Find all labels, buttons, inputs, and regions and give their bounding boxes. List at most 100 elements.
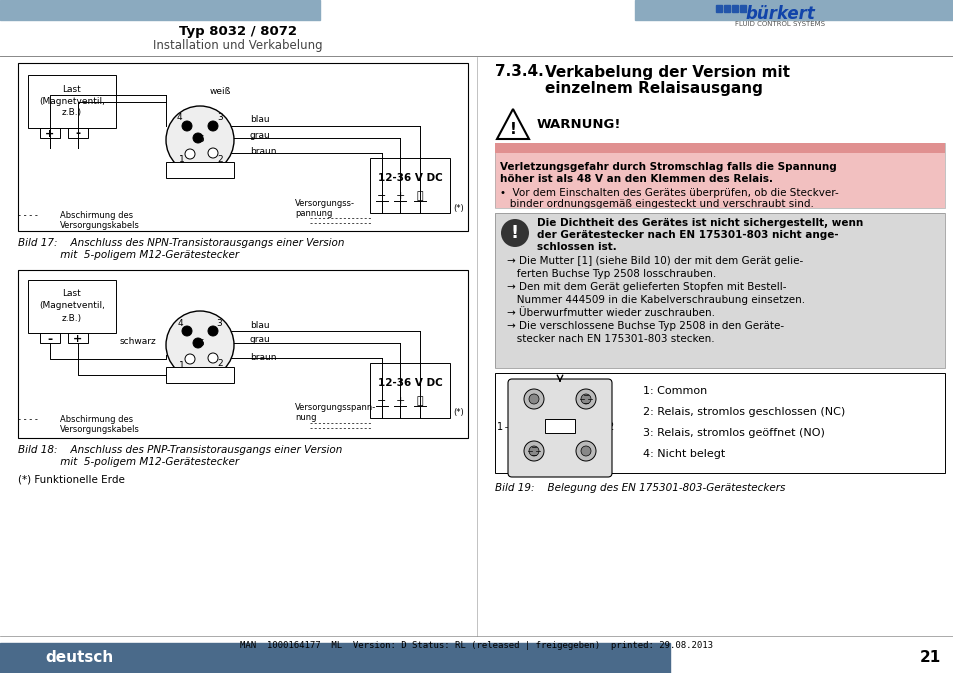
Text: bürkert: bürkert (744, 5, 814, 23)
Text: (*): (*) (453, 203, 463, 213)
Text: 1: 1 (179, 155, 185, 164)
Text: +: + (46, 129, 54, 139)
Text: - - - -: - - - - (18, 211, 38, 219)
Circle shape (166, 106, 233, 174)
Text: 21: 21 (919, 651, 940, 666)
Text: Bild 17:    Anschluss des NPN-Transistorausgangs einer Version: Bild 17: Anschluss des NPN-Transistoraus… (18, 238, 344, 248)
Bar (166, 367, 233, 383)
Text: → Überwurfmutter wieder zuschrauben.: → Überwurfmutter wieder zuschrauben. (506, 308, 714, 318)
Circle shape (500, 219, 529, 247)
Text: ferten Buchse Typ 2508 losschrauben.: ferten Buchse Typ 2508 losschrauben. (506, 269, 716, 279)
Text: -: - (75, 127, 80, 141)
Text: braun: braun (250, 353, 276, 361)
Bar (495, 213, 944, 368)
Bar (740, 5, 745, 12)
Text: Nummer 444509 in die Kabelverschraubung einsetzen.: Nummer 444509 in die Kabelverschraubung … (506, 295, 804, 305)
FancyBboxPatch shape (507, 379, 612, 477)
Text: 3: Relais, stromlos geöffnet (NO): 3: Relais, stromlos geöffnet (NO) (642, 428, 824, 438)
Circle shape (529, 394, 538, 404)
Text: der Gerätestecker nach EN 175301-803 nicht ange-: der Gerätestecker nach EN 175301-803 nic… (537, 230, 838, 240)
Text: z.B.): z.B.) (62, 314, 82, 322)
Circle shape (193, 133, 203, 143)
Text: 4: 4 (177, 320, 183, 328)
Bar (40, 128, 60, 138)
Text: •  Vor dem Einschalten des Gerätes überprüfen, ob die Steckver-: • Vor dem Einschalten des Gerätes überpr… (499, 188, 838, 198)
Circle shape (523, 389, 543, 409)
Text: deutsch: deutsch (46, 651, 114, 666)
Text: schwarz: schwarz (120, 336, 156, 345)
Text: !: ! (511, 224, 518, 242)
Circle shape (185, 354, 194, 364)
Text: weiß: weiß (210, 87, 232, 96)
Circle shape (529, 446, 538, 456)
Text: +: + (395, 396, 404, 406)
Text: Versorgungskabels: Versorgungskabels (60, 221, 140, 229)
Circle shape (580, 446, 590, 456)
Text: Verkabelung der Version mit: Verkabelung der Version mit (544, 65, 789, 79)
Text: MAN  1000164177  ML  Version: D Status: RL (released | freigegeben)  printed: 29: MAN 1000164177 ML Version: D Status: RL … (240, 641, 713, 649)
Bar (166, 162, 233, 178)
Text: 4: Nicht belegt: 4: Nicht belegt (642, 449, 724, 459)
Text: mit  5-poligem M12-Gerätestecker: mit 5-poligem M12-Gerätestecker (18, 457, 239, 467)
Text: mit  5-poligem M12-Gerätestecker: mit 5-poligem M12-Gerätestecker (18, 250, 239, 260)
Text: Bild 19:    Belegung des EN 175301-803-Gerätesteckers: Bild 19: Belegung des EN 175301-803-Gerä… (495, 483, 784, 493)
Text: 5: 5 (198, 135, 204, 143)
Text: höher ist als 48 V an den Klemmen des Relais.: höher ist als 48 V an den Klemmen des Re… (499, 174, 772, 184)
Text: 1: 1 (497, 422, 502, 432)
Text: z.B.): z.B.) (62, 108, 82, 118)
Text: → Die verschlossene Buchse Typ 2508 in den Geräte-: → Die verschlossene Buchse Typ 2508 in d… (506, 321, 783, 331)
Text: Abschirmung des: Abschirmung des (60, 415, 133, 425)
Bar (635, 0, 953, 20)
Bar (370, 363, 450, 418)
Text: Typ 8032 / 8072: Typ 8032 / 8072 (179, 26, 296, 38)
Text: 7.3.4.: 7.3.4. (495, 65, 543, 79)
Bar (18, 63, 468, 231)
Text: 2: Relais, stromlos geschlossen (NC): 2: Relais, stromlos geschlossen (NC) (642, 407, 844, 417)
Bar (40, 333, 60, 343)
Text: nung: nung (294, 413, 316, 423)
Text: 12-36 V DC: 12-36 V DC (377, 173, 442, 183)
Circle shape (523, 441, 543, 461)
Text: Versorgungskabels: Versorgungskabels (60, 425, 140, 435)
Text: pannung: pannung (294, 209, 332, 217)
Bar (731, 5, 738, 12)
Text: Die Dichtheit des Gerätes ist nicht sichergestellt, wenn: Die Dichtheit des Gerätes ist nicht sich… (537, 218, 862, 228)
Text: Last: Last (63, 85, 81, 94)
Bar (544, 419, 575, 433)
Text: → Die Mutter [1] (siehe Bild 10) der mit dem Gerät gelie-: → Die Mutter [1] (siehe Bild 10) der mit… (506, 256, 802, 266)
Circle shape (182, 326, 192, 336)
Bar (68, 128, 88, 138)
Text: 2: 2 (217, 359, 223, 369)
Text: ⏚: ⏚ (416, 191, 423, 201)
Text: (Magnetventil,: (Magnetventil, (39, 96, 105, 106)
Circle shape (193, 338, 203, 348)
Polygon shape (497, 109, 529, 139)
Circle shape (166, 311, 233, 379)
Text: 5: 5 (198, 339, 204, 349)
Text: blau: blau (250, 116, 270, 125)
Bar (495, 213, 944, 368)
Bar (0, 0, 319, 20)
Text: (Magnetventil,: (Magnetventil, (39, 302, 105, 310)
Text: schlossen ist.: schlossen ist. (537, 242, 616, 252)
Text: einzelnem Relaisausgang: einzelnem Relaisausgang (544, 81, 762, 96)
Text: (*) Funktionelle Erde: (*) Funktionelle Erde (18, 475, 125, 485)
Bar (495, 143, 944, 208)
Circle shape (182, 121, 192, 131)
Text: Bild 18:    Anschluss des PNP-Transistorausgangs einer Version: Bild 18: Anschluss des PNP-Transistoraus… (18, 445, 342, 455)
Circle shape (208, 353, 218, 363)
Text: 2: 2 (217, 155, 223, 164)
Circle shape (208, 148, 218, 158)
Text: 12-36 V DC: 12-36 V DC (377, 378, 442, 388)
Text: Verletzungsgefahr durch Stromschlag falls die Spannung: Verletzungsgefahr durch Stromschlag fall… (499, 162, 836, 172)
Text: → Den mit dem Gerät gelieferten Stopfen mit Bestell-: → Den mit dem Gerät gelieferten Stopfen … (506, 282, 785, 292)
Circle shape (576, 441, 596, 461)
Text: 1: 1 (179, 361, 185, 369)
Circle shape (185, 149, 194, 159)
Text: WARNUNG!: WARNUNG! (537, 118, 620, 131)
Circle shape (576, 389, 596, 409)
Text: Last: Last (63, 289, 81, 299)
Text: −: − (377, 191, 386, 201)
Text: stecker nach EN 175301-803 stecken.: stecker nach EN 175301-803 stecken. (506, 334, 714, 344)
Bar (723, 5, 729, 12)
